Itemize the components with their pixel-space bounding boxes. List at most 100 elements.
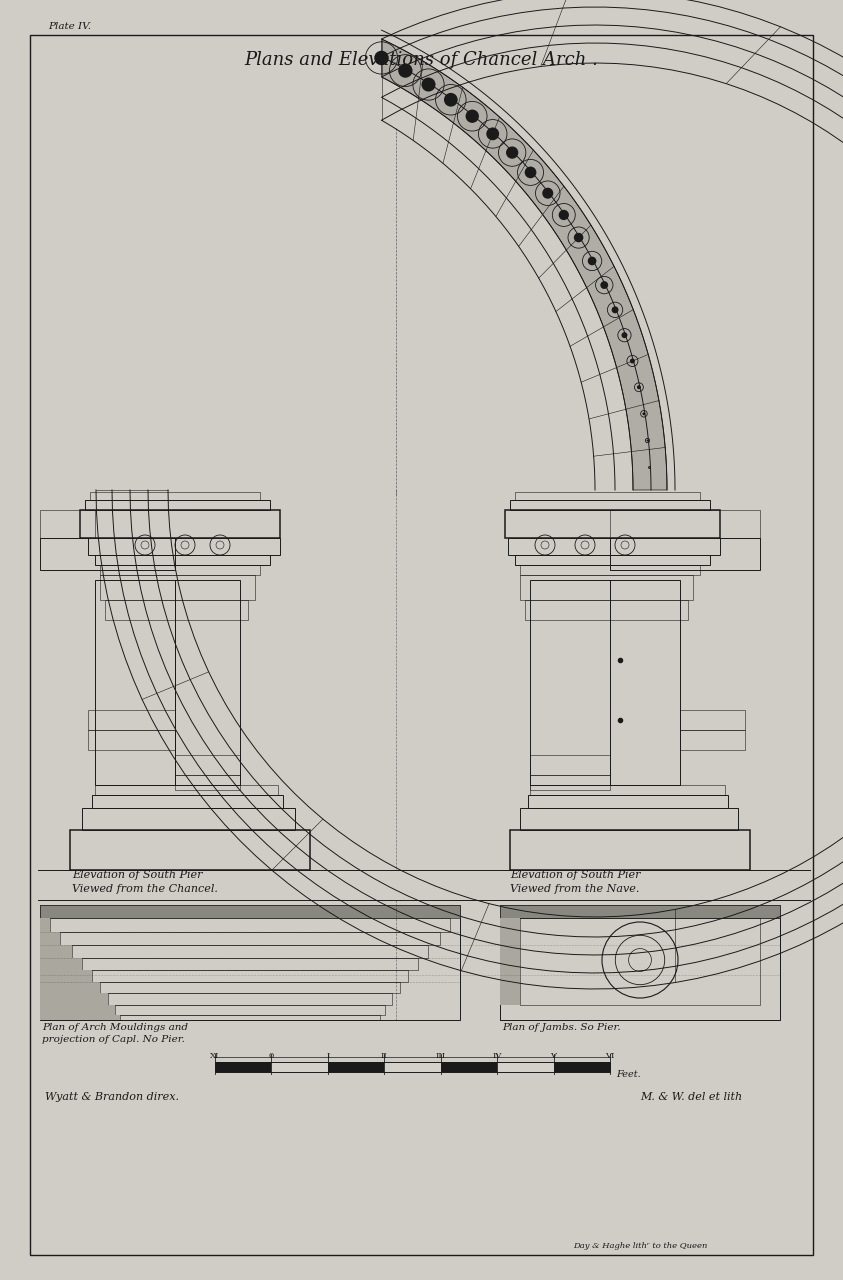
- Bar: [441, 1062, 497, 1073]
- Bar: [40, 982, 100, 993]
- Bar: [92, 970, 408, 982]
- Bar: [680, 730, 745, 750]
- Bar: [515, 492, 700, 500]
- Bar: [90, 492, 260, 500]
- Text: II: II: [381, 1052, 388, 1060]
- Bar: [384, 1062, 441, 1073]
- Bar: [505, 509, 720, 538]
- Bar: [88, 538, 280, 556]
- Circle shape: [398, 64, 412, 78]
- Bar: [105, 600, 248, 620]
- Bar: [100, 564, 260, 575]
- Bar: [120, 1015, 380, 1020]
- Circle shape: [542, 188, 553, 198]
- Bar: [175, 755, 240, 774]
- Text: I: I: [326, 1052, 330, 1060]
- Text: Elevation of South Pier: Elevation of South Pier: [72, 870, 202, 881]
- Bar: [530, 785, 725, 795]
- Bar: [328, 1062, 384, 1073]
- Bar: [520, 918, 760, 1005]
- Bar: [40, 1005, 115, 1015]
- Text: Plan of Arch Mouldings and: Plan of Arch Mouldings and: [42, 1023, 188, 1032]
- Text: Day & Haghe lithʳ to the Queen: Day & Haghe lithʳ to the Queen: [572, 1242, 707, 1251]
- Circle shape: [588, 256, 597, 265]
- Bar: [95, 580, 175, 785]
- Text: M. & W. del et lith: M. & W. del et lith: [640, 1092, 742, 1102]
- Bar: [554, 1062, 610, 1073]
- Bar: [530, 755, 610, 774]
- Bar: [115, 1005, 385, 1015]
- Text: Viewed from the Chancel.: Viewed from the Chancel.: [72, 884, 217, 893]
- Bar: [95, 556, 270, 564]
- Bar: [510, 829, 750, 870]
- Bar: [500, 918, 520, 1005]
- Bar: [525, 600, 688, 620]
- Bar: [95, 785, 278, 795]
- Text: Plans and Elevations of Chancel Arch .: Plans and Elevations of Chancel Arch .: [244, 51, 598, 69]
- Text: Feet.: Feet.: [616, 1070, 641, 1079]
- Bar: [520, 564, 700, 575]
- Bar: [530, 774, 610, 790]
- Bar: [510, 500, 710, 509]
- Bar: [40, 970, 92, 982]
- Bar: [215, 1062, 610, 1073]
- Circle shape: [621, 333, 627, 338]
- Circle shape: [600, 282, 608, 289]
- Bar: [500, 905, 780, 918]
- Bar: [92, 795, 283, 808]
- Text: 0: 0: [269, 1052, 274, 1060]
- Circle shape: [524, 166, 536, 178]
- Bar: [80, 509, 280, 538]
- Bar: [175, 774, 240, 790]
- Text: III: III: [436, 1052, 446, 1060]
- Text: projection of Capl. No Pier.: projection of Capl. No Pier.: [42, 1036, 185, 1044]
- Bar: [530, 580, 610, 785]
- Bar: [680, 710, 745, 730]
- Bar: [508, 538, 720, 556]
- Bar: [70, 829, 310, 870]
- Bar: [82, 808, 295, 829]
- Bar: [520, 575, 693, 600]
- Bar: [515, 556, 710, 564]
- Bar: [528, 795, 728, 808]
- Circle shape: [630, 358, 635, 364]
- Bar: [108, 993, 392, 1005]
- Text: Viewed from the Nave.: Viewed from the Nave.: [510, 884, 639, 893]
- Text: V: V: [550, 1052, 556, 1060]
- Circle shape: [647, 439, 648, 442]
- Text: IV: IV: [492, 1052, 502, 1060]
- Circle shape: [506, 146, 518, 159]
- Text: Plate IV.: Plate IV.: [48, 22, 91, 31]
- Circle shape: [374, 51, 389, 65]
- Circle shape: [612, 306, 619, 314]
- Bar: [610, 580, 680, 785]
- Circle shape: [422, 78, 436, 92]
- Bar: [40, 993, 108, 1005]
- Bar: [40, 905, 460, 1020]
- Text: Plan of Jambs. So Pier.: Plan of Jambs. So Pier.: [502, 1023, 620, 1032]
- Bar: [88, 730, 175, 750]
- Bar: [40, 538, 175, 570]
- Bar: [520, 808, 738, 829]
- Bar: [72, 945, 428, 957]
- Circle shape: [444, 93, 458, 106]
- Circle shape: [574, 233, 583, 242]
- Bar: [40, 957, 82, 970]
- Bar: [40, 1015, 120, 1020]
- Bar: [271, 1062, 328, 1073]
- Bar: [40, 918, 50, 932]
- Circle shape: [465, 110, 479, 123]
- Bar: [100, 982, 400, 993]
- Bar: [40, 945, 72, 957]
- Bar: [40, 905, 460, 918]
- Bar: [40, 932, 60, 945]
- Bar: [85, 500, 270, 509]
- Circle shape: [559, 210, 569, 220]
- Circle shape: [637, 385, 641, 389]
- Bar: [500, 918, 780, 1020]
- Bar: [500, 905, 780, 1020]
- Bar: [215, 1062, 271, 1073]
- Polygon shape: [382, 38, 667, 490]
- Bar: [610, 509, 760, 538]
- Text: VI: VI: [605, 1052, 615, 1060]
